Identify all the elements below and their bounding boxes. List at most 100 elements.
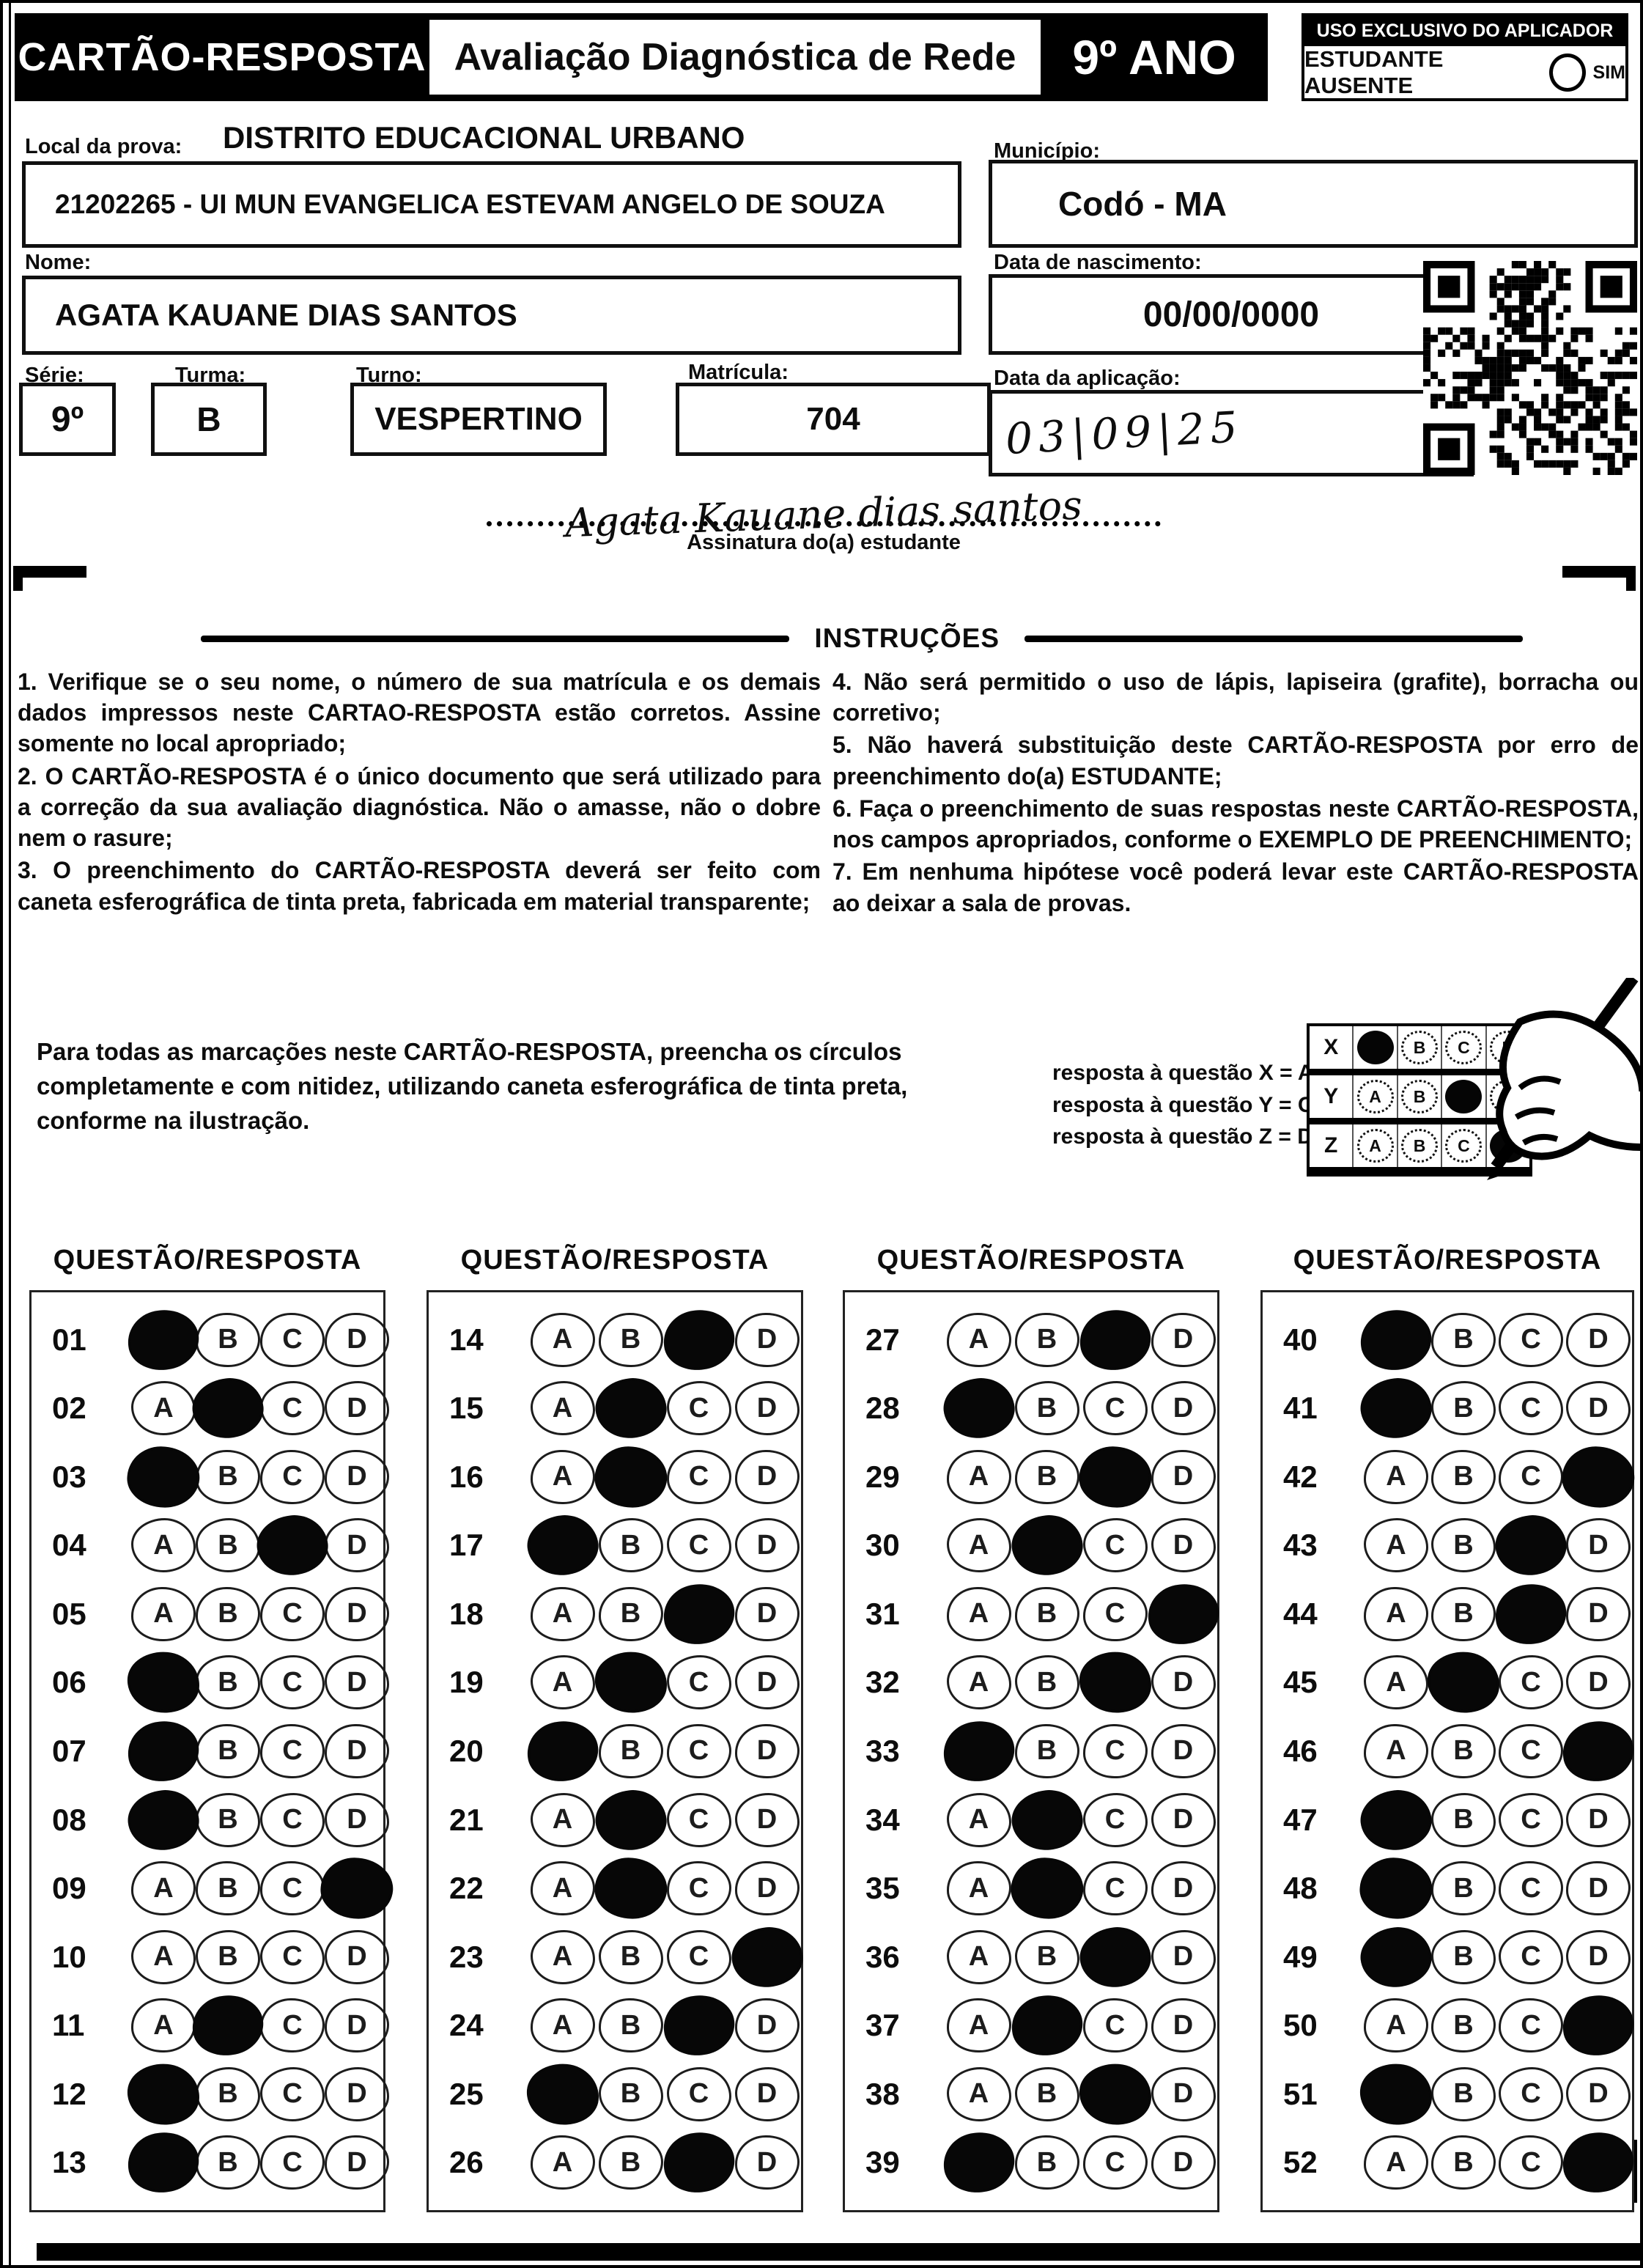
answer-bubble-filled-16-B[interactable]: B <box>591 1443 670 1511</box>
answer-bubble-filled-13-A[interactable]: A <box>125 2129 202 2196</box>
answer-bubble-21-A[interactable]: A <box>530 1792 595 1847</box>
answer-bubble-12-D[interactable]: D <box>325 2066 389 2121</box>
answer-bubble-26-D[interactable]: D <box>734 2135 800 2190</box>
matricula-field[interactable]: 704 <box>676 383 991 456</box>
answer-bubble-03-D[interactable]: D <box>325 1449 389 1504</box>
answer-bubble-36-D[interactable]: D <box>1151 1929 1216 1984</box>
answer-bubble-11-A[interactable]: A <box>131 1998 196 2053</box>
answer-bubble-35-C[interactable]: C <box>1082 1861 1148 1916</box>
municipio-field[interactable]: Codó - MA <box>989 160 1638 248</box>
answer-bubble-17-B[interactable]: B <box>598 1518 663 1573</box>
answer-bubble-filled-03-A[interactable]: A <box>125 1443 202 1511</box>
answer-bubble-33-B[interactable]: B <box>1014 1723 1079 1778</box>
answer-bubble-filled-30-B[interactable]: B <box>1008 1512 1085 1579</box>
aplicacao-field[interactable]: 03|09|25 <box>989 390 1474 476</box>
answer-bubble-52-C[interactable]: C <box>1499 2135 1563 2190</box>
answer-bubble-20-B[interactable]: B <box>598 1723 663 1778</box>
answer-bubble-filled-49-A[interactable]: A <box>1357 1923 1435 1991</box>
answer-bubble-45-D[interactable]: D <box>1566 1655 1631 1710</box>
answer-bubble-08-B[interactable]: B <box>196 1792 260 1847</box>
answer-bubble-08-C[interactable]: C <box>260 1792 325 1847</box>
answer-bubble-44-A[interactable]: A <box>1364 1586 1428 1641</box>
answer-bubble-01-C[interactable]: C <box>260 1312 325 1367</box>
answer-bubble-06-C[interactable]: C <box>260 1655 325 1710</box>
answer-bubble-22-A[interactable]: A <box>530 1861 595 1916</box>
answer-bubble-15-D[interactable]: D <box>734 1381 800 1436</box>
turma-field[interactable]: B <box>151 383 267 456</box>
answer-bubble-filled-09-D[interactable]: D <box>318 1855 396 1922</box>
answer-bubble-filled-41-A[interactable]: A <box>1357 1374 1435 1442</box>
answer-bubble-33-C[interactable]: C <box>1082 1723 1148 1778</box>
answer-bubble-11-D[interactable]: D <box>325 1998 389 2053</box>
answer-bubble-49-C[interactable]: C <box>1499 1929 1563 1984</box>
answer-bubble-filled-51-A[interactable]: A <box>1357 2061 1435 2128</box>
answer-bubble-32-A[interactable]: A <box>946 1655 1011 1710</box>
answer-bubble-16-C[interactable]: C <box>666 1449 731 1504</box>
answer-bubble-30-C[interactable]: C <box>1082 1518 1148 1573</box>
answer-bubble-29-A[interactable]: A <box>946 1449 1011 1504</box>
answer-bubble-22-D[interactable]: D <box>734 1861 800 1916</box>
answer-bubble-01-D[interactable]: D <box>325 1312 389 1367</box>
answer-bubble-32-B[interactable]: B <box>1014 1655 1079 1710</box>
answer-bubble-38-B[interactable]: B <box>1014 2066 1079 2121</box>
answer-bubble-28-C[interactable]: C <box>1082 1381 1148 1436</box>
answer-bubble-44-D[interactable]: D <box>1566 1586 1631 1641</box>
answer-bubble-filled-47-A[interactable]: A <box>1357 1786 1435 1854</box>
answer-bubble-filled-50-D[interactable]: D <box>1559 1992 1637 2059</box>
answer-bubble-52-B[interactable]: B <box>1431 2135 1496 2190</box>
answer-bubble-43-A[interactable]: A <box>1364 1518 1428 1573</box>
answer-bubble-38-A[interactable]: A <box>946 2066 1011 2121</box>
answer-bubble-43-B[interactable]: B <box>1431 1518 1496 1573</box>
answer-bubble-03-B[interactable]: B <box>196 1449 260 1504</box>
answer-bubble-37-A[interactable]: A <box>946 1998 1011 2053</box>
answer-bubble-15-A[interactable]: A <box>530 1381 595 1436</box>
answer-bubble-31-B[interactable]: B <box>1014 1586 1079 1641</box>
answer-bubble-50-B[interactable]: B <box>1431 1998 1496 2053</box>
answer-bubble-15-C[interactable]: C <box>666 1381 731 1436</box>
answer-bubble-49-D[interactable]: D <box>1566 1929 1631 1984</box>
answer-bubble-09-B[interactable]: B <box>196 1861 260 1916</box>
answer-bubble-39-B[interactable]: B <box>1014 2135 1079 2190</box>
answer-bubble-filled-31-D[interactable]: D <box>1145 1580 1222 1648</box>
signature-line[interactable] <box>487 521 1161 526</box>
answer-bubble-29-B[interactable]: B <box>1014 1449 1079 1504</box>
answer-bubble-47-B[interactable]: B <box>1431 1792 1496 1847</box>
answer-bubble-37-C[interactable]: C <box>1082 1998 1148 2053</box>
answer-bubble-filled-42-D[interactable]: D <box>1559 1443 1637 1511</box>
answer-bubble-31-C[interactable]: C <box>1082 1586 1148 1641</box>
answer-bubble-30-D[interactable]: D <box>1151 1518 1216 1573</box>
answer-bubble-18-A[interactable]: A <box>530 1586 595 1641</box>
answer-bubble-21-C[interactable]: C <box>666 1792 731 1847</box>
answer-bubble-06-B[interactable]: B <box>196 1655 260 1710</box>
answer-bubble-25-B[interactable]: B <box>598 2066 663 2121</box>
answer-bubble-filled-15-B[interactable]: B <box>592 1374 669 1442</box>
answer-bubble-filled-43-C[interactable]: C <box>1492 1512 1570 1579</box>
answer-bubble-25-D[interactable]: D <box>734 2066 800 2121</box>
answer-bubble-40-D[interactable]: D <box>1566 1312 1631 1367</box>
answer-bubble-14-A[interactable]: A <box>530 1312 595 1367</box>
turno-field[interactable]: VESPERTINO <box>350 383 607 456</box>
answer-bubble-20-C[interactable]: C <box>666 1723 731 1778</box>
answer-bubble-filled-12-A[interactable]: A <box>125 2061 202 2128</box>
answer-bubble-19-A[interactable]: A <box>530 1655 595 1710</box>
answer-bubble-filled-35-B[interactable]: B <box>1008 1855 1086 1922</box>
answer-bubble-46-C[interactable]: C <box>1499 1723 1563 1778</box>
answer-bubble-02-D[interactable]: D <box>325 1381 389 1436</box>
answer-bubble-43-D[interactable]: D <box>1566 1518 1631 1573</box>
answer-bubble-08-D[interactable]: D <box>325 1792 389 1847</box>
answer-bubble-01-B[interactable]: B <box>196 1312 260 1367</box>
answer-bubble-filled-01-A[interactable]: A <box>125 1306 202 1374</box>
answer-bubble-42-A[interactable]: A <box>1364 1449 1428 1504</box>
answer-bubble-17-D[interactable]: D <box>734 1518 800 1573</box>
answer-bubble-02-A[interactable]: A <box>131 1381 196 1436</box>
answer-bubble-filled-23-D[interactable]: D <box>728 1923 805 1991</box>
answer-bubble-52-A[interactable]: A <box>1364 2135 1428 2190</box>
answer-bubble-filled-20-A[interactable]: A <box>524 1717 601 1785</box>
answer-bubble-36-A[interactable]: A <box>946 1929 1011 1984</box>
serie-field[interactable]: 9º <box>19 383 116 456</box>
answer-bubble-29-D[interactable]: D <box>1151 1449 1216 1504</box>
answer-bubble-42-B[interactable]: B <box>1431 1449 1496 1504</box>
answer-bubble-20-D[interactable]: D <box>734 1723 800 1778</box>
answer-bubble-filled-24-C[interactable]: C <box>660 1992 737 2059</box>
answer-bubble-37-D[interactable]: D <box>1151 1998 1216 2053</box>
